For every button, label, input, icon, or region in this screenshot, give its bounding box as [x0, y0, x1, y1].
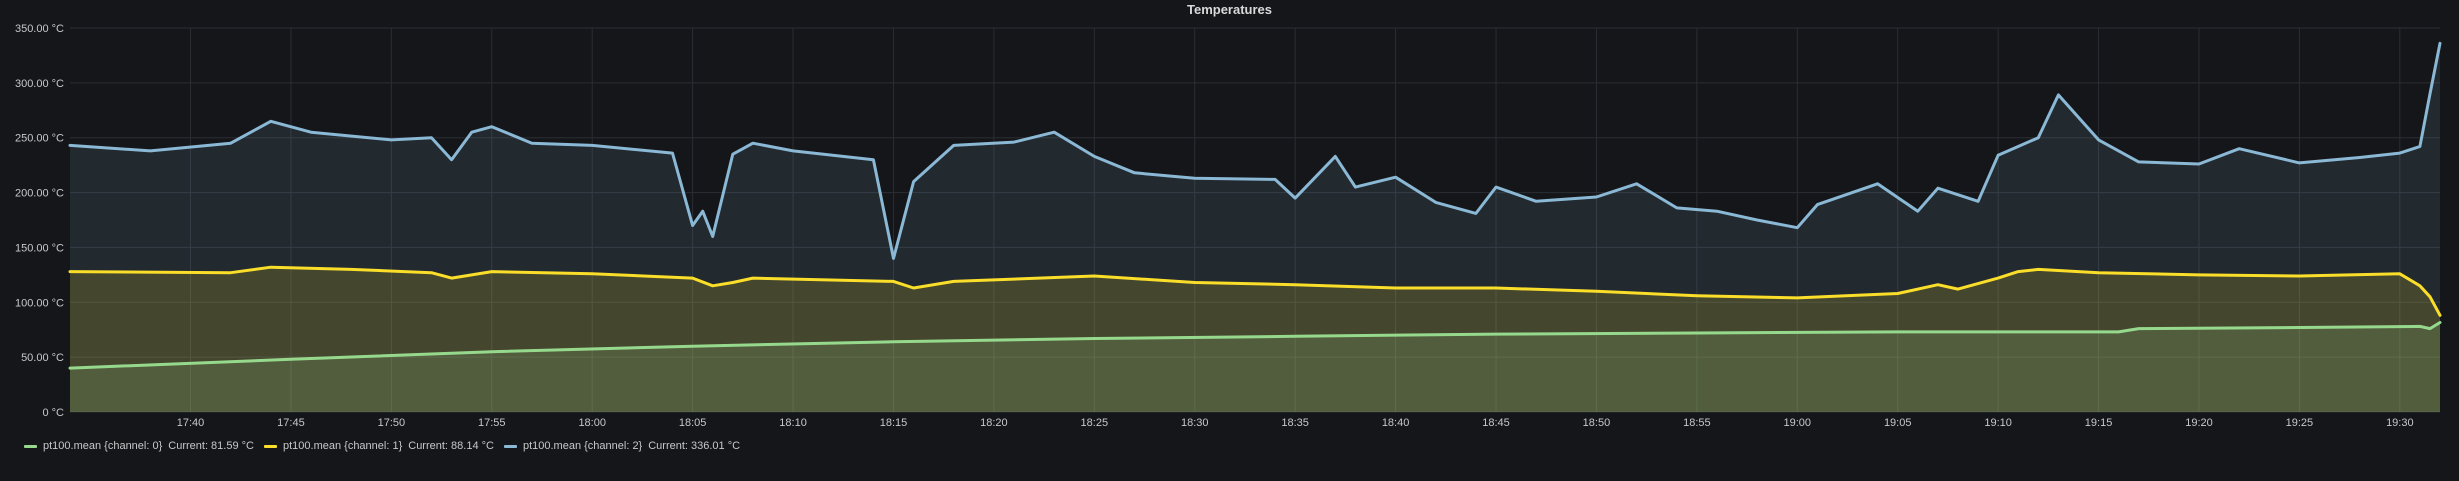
x-tick-label: 18:45: [1482, 417, 1510, 429]
legend-series-name: pt100.mean {channel: 1}: [282, 440, 403, 452]
x-tick-label: 17:50: [378, 417, 406, 429]
y-tick-label: 300.00 °C: [15, 78, 64, 90]
legend-current-value: Current: 88.14 °C: [408, 440, 494, 452]
x-tick-label: 19:05: [1884, 417, 1912, 429]
x-tick-label: 18:10: [779, 417, 807, 429]
y-tick-label: 200.00 °C: [15, 188, 64, 200]
x-tick-label: 18:20: [980, 417, 1008, 429]
x-tick-label: 18:05: [679, 417, 707, 429]
legend-series-name: pt100.mean {channel: 0}: [43, 440, 163, 452]
series-line-channel-2[interactable]: [68, 41, 2442, 260]
x-tick-label: 18:55: [1683, 417, 1711, 429]
x-tick-label: 18:30: [1181, 417, 1209, 429]
legend-swatch: [24, 444, 37, 448]
legend-current-value: Current: 336.01 °C: [648, 440, 741, 452]
y-tick-label: 250.00 °C: [15, 133, 64, 145]
legend-current-value: Current: 81.59 °C: [168, 440, 254, 452]
x-tick-label: 18:50: [1583, 417, 1611, 429]
y-tick-label: 150.00 °C: [15, 242, 64, 254]
x-tick-label: 19:15: [2085, 417, 2113, 429]
x-tick-label: 19:00: [1784, 417, 1812, 429]
x-tick-label: 17:40: [177, 417, 205, 429]
legend-swatch: [263, 444, 277, 448]
x-tick-label: 18:00: [578, 417, 606, 429]
x-tick-label: 18:15: [880, 417, 908, 429]
y-tick-label: 0 °C: [42, 407, 64, 419]
legend-item-channel-1[interactable]: pt100.mean {channel: 1} Current: 88.14 °C: [263, 440, 494, 452]
y-tick-label: 350.00 °C: [15, 23, 64, 35]
x-tick-label: 19:20: [2185, 417, 2213, 429]
series-line-channel-1[interactable]: [68, 265, 2442, 317]
series-area-channel-2: [70, 43, 2440, 413]
x-tick-label: 18:40: [1382, 417, 1410, 429]
x-tick-label: 18:25: [1081, 417, 1109, 429]
legend-item-channel-2[interactable]: pt100.mean {channel: 2} Current: 336.01 °…: [503, 440, 741, 452]
y-tick-label: 100.00 °C: [15, 297, 64, 309]
series-line-channel-0[interactable]: [68, 321, 2442, 370]
y-tick-label: 50.00 °C: [21, 352, 64, 364]
x-tick-label: 19:30: [2386, 417, 2414, 429]
chart-legend: pt100.mean {channel: 0} Current: 81.59 °C…: [24, 436, 740, 456]
x-tick-label: 17:45: [277, 417, 305, 429]
legend-series-name: pt100.mean {channel: 2}: [522, 440, 643, 452]
series-area-channel-0: [70, 322, 2440, 412]
x-tick-label: 19:25: [2286, 417, 2314, 429]
x-tick-label: 17:55: [478, 417, 506, 429]
x-tick-label: 19:10: [1984, 417, 2012, 429]
panel-title[interactable]: Temperatures: [1186, 2, 1272, 17]
legend-swatch: [503, 444, 517, 448]
series-area-channel-1: [70, 267, 2440, 412]
legend-item-channel-0[interactable]: pt100.mean {channel: 0} Current: 81.59 °C: [24, 440, 254, 452]
x-tick-label: 18:35: [1281, 417, 1309, 429]
